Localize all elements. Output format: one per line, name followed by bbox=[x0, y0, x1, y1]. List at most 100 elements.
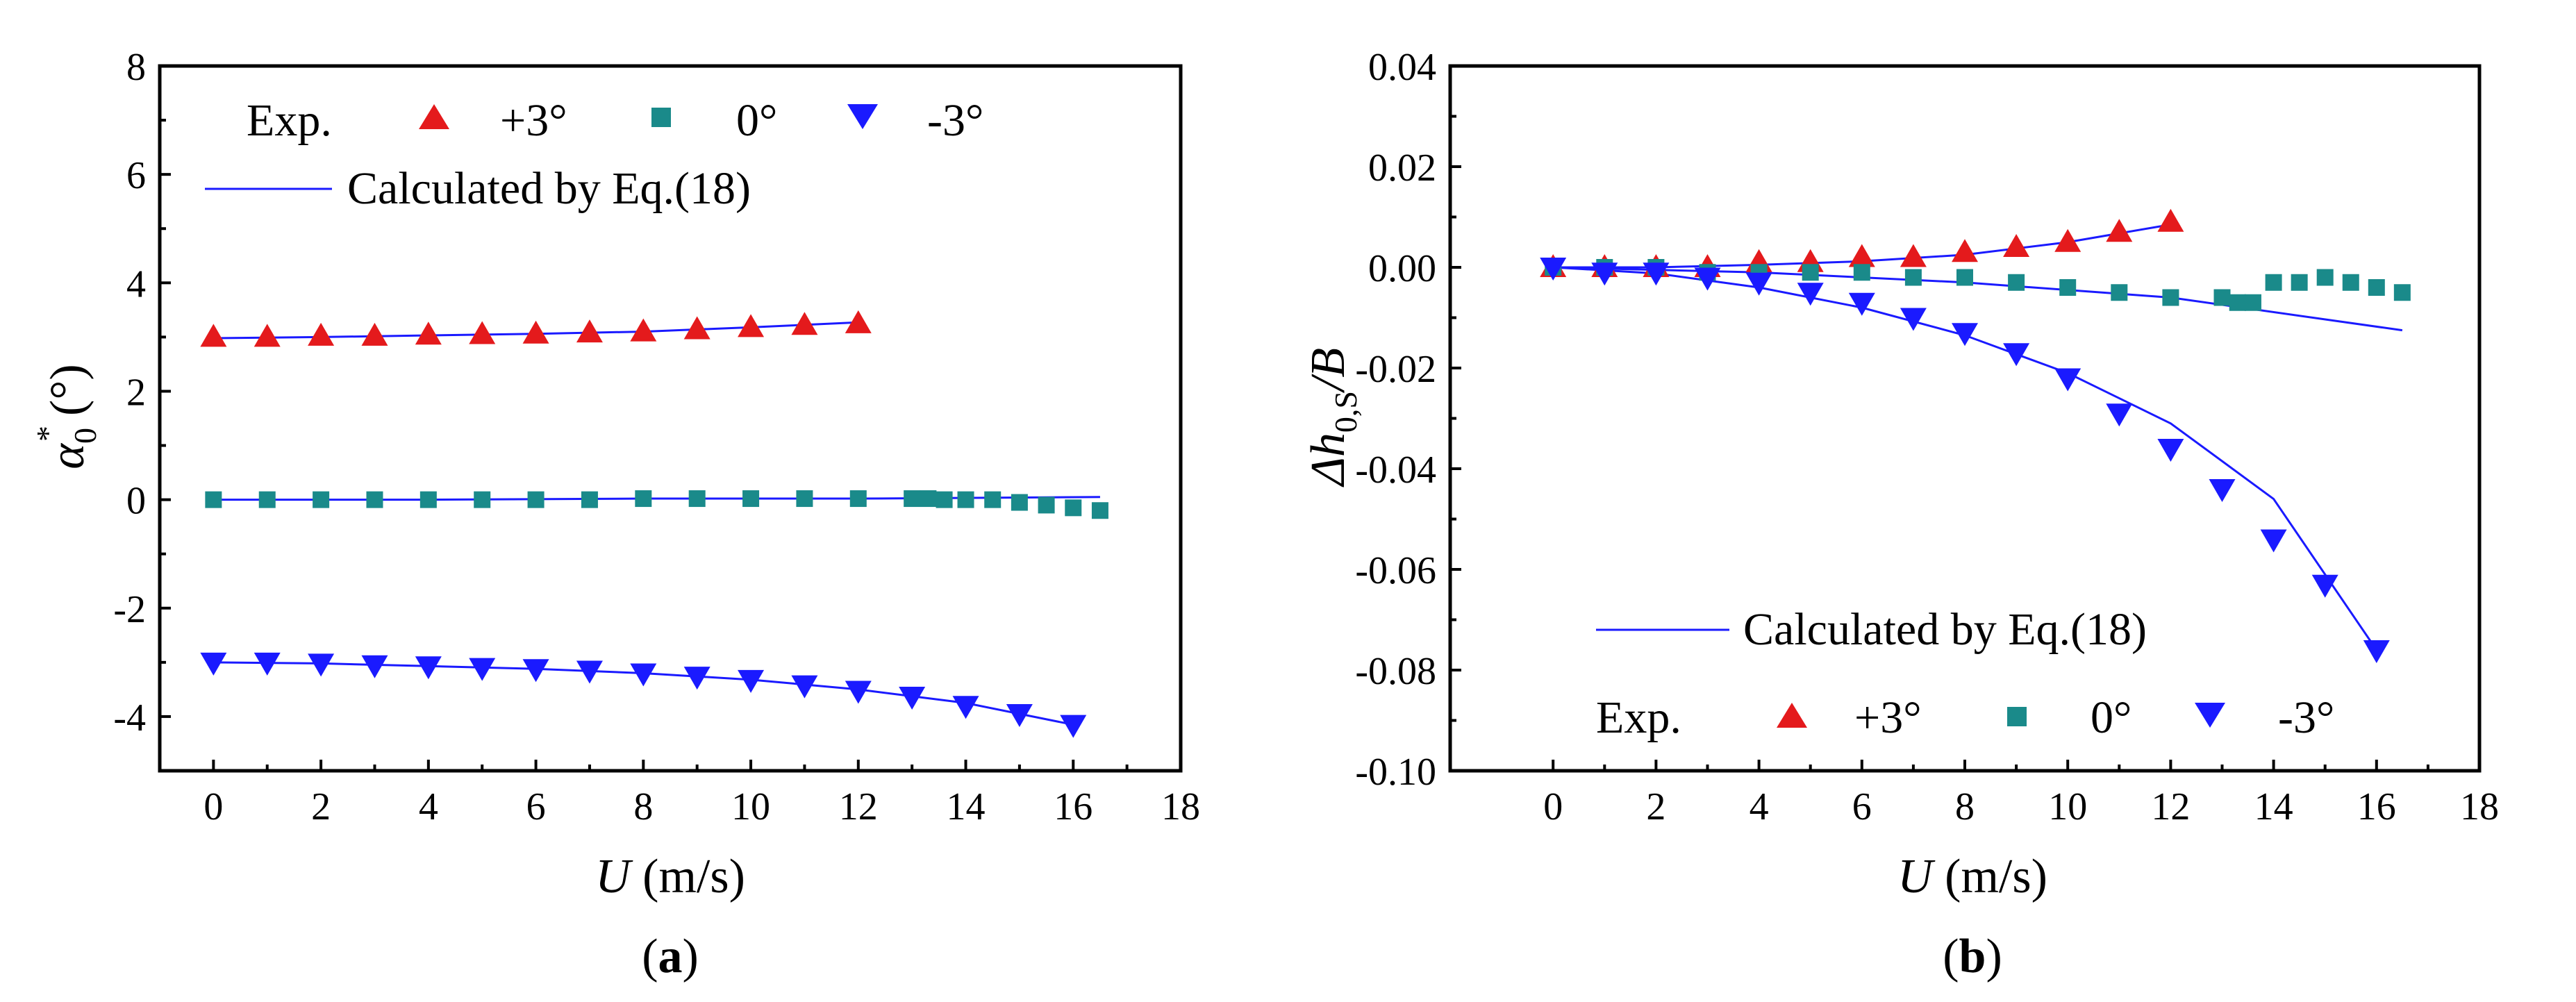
point-minus3 bbox=[200, 652, 227, 676]
x-tick-label: 0 bbox=[1543, 785, 1563, 828]
point-zero bbox=[581, 491, 598, 508]
x-tick-label: 16 bbox=[2357, 785, 2396, 828]
fit-lines-a bbox=[213, 321, 1100, 726]
point-zero bbox=[2291, 274, 2308, 291]
y-tick-label: 2 bbox=[126, 371, 146, 414]
point-zero bbox=[2368, 279, 2385, 296]
x-tick-label: 4 bbox=[1750, 785, 1769, 828]
point-minus3 bbox=[254, 652, 281, 676]
point-minus3 bbox=[1952, 323, 1978, 346]
caption-b: (b) bbox=[1943, 930, 2002, 983]
legend-label-plus3: +3° bbox=[500, 95, 567, 146]
point-zero bbox=[742, 490, 760, 508]
point-zero bbox=[474, 491, 491, 508]
point-plus3 bbox=[1952, 239, 1978, 262]
legend-b: Calculated by Eq.(18) Exp. +3° 0° -3° bbox=[1596, 604, 2334, 743]
point-zero bbox=[904, 490, 921, 508]
point-minus3 bbox=[845, 680, 872, 704]
legend-marker-plus3 bbox=[419, 104, 449, 129]
legend-exp-label: Exp. bbox=[247, 95, 332, 146]
legend-label-fit: Calculated by Eq.(18) bbox=[1743, 604, 2147, 655]
point-minus3 bbox=[1745, 272, 1772, 296]
y-tick-label: -0.10 bbox=[1355, 751, 1436, 794]
y-axis-label-b: Δh0,S/B bbox=[1302, 348, 1363, 487]
point-plus3 bbox=[1848, 244, 1875, 267]
x-tick-label: 14 bbox=[947, 785, 986, 828]
point-zero bbox=[258, 491, 276, 508]
y-tick-label: 0 bbox=[126, 480, 146, 523]
point-zero bbox=[849, 490, 867, 508]
y-tick-label: 0.00 bbox=[1368, 247, 1436, 290]
point-minus3 bbox=[1797, 283, 1824, 306]
point-minus3 bbox=[415, 656, 442, 680]
x-tick-label: 12 bbox=[839, 785, 878, 828]
y-tick-label: -0.08 bbox=[1355, 650, 1436, 693]
point-plus3 bbox=[738, 314, 765, 337]
legend-marker-plus3 bbox=[1777, 703, 1807, 728]
y-tick-label: -2 bbox=[113, 588, 146, 631]
point-zero bbox=[2008, 274, 2025, 291]
x-tick-label: 10 bbox=[731, 785, 770, 828]
y-tick-label: 8 bbox=[126, 46, 146, 89]
legend-label-plus3: +3° bbox=[1854, 692, 1922, 743]
point-zero bbox=[635, 490, 652, 508]
point-minus3 bbox=[522, 659, 549, 683]
y-tick-label: -0.02 bbox=[1355, 348, 1436, 391]
point-minus3 bbox=[2003, 343, 2030, 367]
point-zero bbox=[920, 490, 937, 508]
point-zero bbox=[1038, 496, 1055, 514]
legend-marker-zero bbox=[651, 108, 671, 127]
x-axis-label-a: U (m/s) bbox=[595, 850, 745, 903]
chart-panel-b: 0 2 4 6 8 10 12 14 16 18 -0.10 -0.08 -0.06 -0.04 -0.02… bbox=[1302, 46, 2499, 983]
x-tick-label: 14 bbox=[2254, 785, 2293, 828]
point-zero bbox=[2059, 279, 2077, 296]
legend-label-zero: 0° bbox=[2091, 692, 2132, 743]
legend-label-fit: Calculated by Eq.(18) bbox=[347, 163, 751, 214]
point-minus3 bbox=[1006, 704, 1033, 728]
caption-a: (a) bbox=[642, 930, 699, 983]
point-plus3 bbox=[469, 321, 496, 344]
point-minus3 bbox=[2260, 529, 2287, 553]
x-tick-label: 0 bbox=[203, 785, 223, 828]
point-plus3 bbox=[576, 319, 603, 343]
point-minus3 bbox=[2054, 368, 2081, 392]
point-zero bbox=[313, 491, 330, 508]
y-tick-label: 0.02 bbox=[1368, 147, 1436, 190]
point-zero bbox=[1956, 269, 1973, 286]
point-minus3 bbox=[738, 669, 765, 693]
point-minus3 bbox=[1643, 262, 1670, 286]
point-zero bbox=[796, 490, 813, 508]
point-minus3 bbox=[683, 667, 711, 690]
markers-a bbox=[200, 310, 1108, 738]
point-plus3 bbox=[361, 322, 388, 346]
point-minus3 bbox=[576, 660, 603, 684]
x-tick-label: 18 bbox=[2460, 785, 2499, 828]
point-minus3 bbox=[1848, 292, 1875, 316]
x-tick-label: 16 bbox=[1054, 785, 1092, 828]
point-zero bbox=[2162, 289, 2179, 306]
legend-label-zero: 0° bbox=[736, 95, 777, 146]
point-zero bbox=[2265, 274, 2282, 291]
point-minus3 bbox=[2209, 479, 2236, 502]
point-zero bbox=[1091, 502, 1108, 519]
point-minus3 bbox=[1900, 308, 1927, 331]
point-plus3 bbox=[845, 310, 872, 333]
x-axis-label-b: U (m/s) bbox=[1897, 850, 2047, 903]
x-tick-label: 2 bbox=[1646, 785, 1665, 828]
point-minus3 bbox=[1540, 258, 1567, 281]
point-zero bbox=[205, 491, 222, 508]
point-plus3 bbox=[2003, 234, 2030, 257]
x-tick-label: 18 bbox=[1161, 785, 1200, 828]
point-zero bbox=[2111, 284, 2128, 301]
y-tick-label: 6 bbox=[126, 154, 146, 197]
point-plus3 bbox=[2054, 228, 2081, 252]
point-plus3 bbox=[630, 318, 657, 342]
x-tick-label: 12 bbox=[2151, 785, 2190, 828]
x-tick-label: 6 bbox=[526, 785, 546, 828]
point-plus3 bbox=[200, 324, 227, 347]
point-plus3 bbox=[308, 322, 335, 346]
point-minus3 bbox=[630, 663, 657, 687]
point-plus3 bbox=[683, 316, 711, 340]
point-minus3 bbox=[1060, 715, 1087, 738]
